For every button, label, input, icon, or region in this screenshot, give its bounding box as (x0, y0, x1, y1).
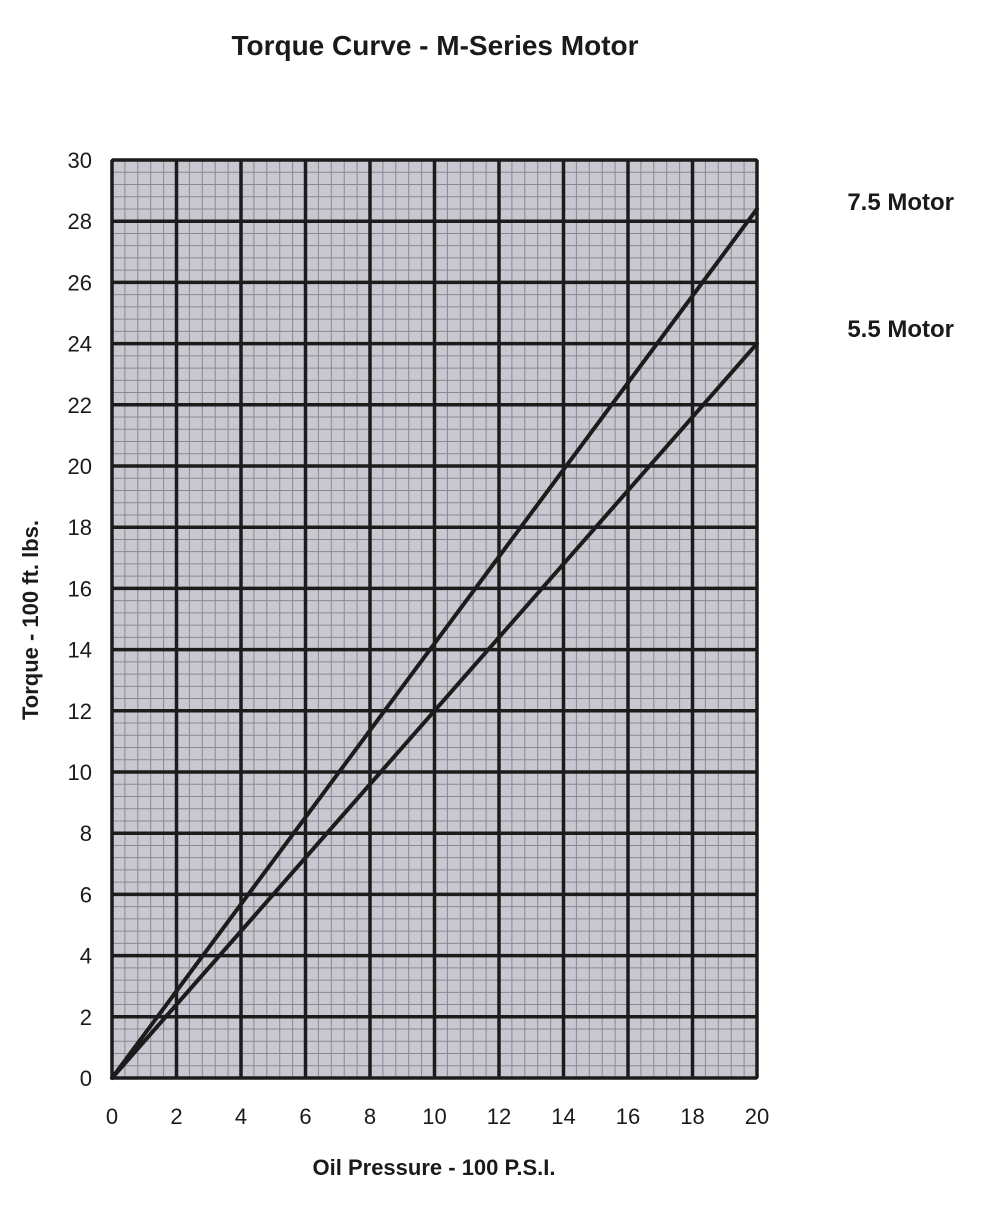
series-label-1: 7.5 Motor (847, 189, 954, 216)
x-tick-label: 10 (422, 1104, 446, 1129)
y-tick-label: 12 (68, 699, 92, 724)
x-tick-label: 4 (235, 1104, 247, 1129)
chart-title: Torque Curve - M-Series Motor (231, 30, 639, 61)
series-label-2: 5.5 Motor (847, 316, 954, 343)
y-tick-label: 10 (68, 760, 92, 785)
series-line-1 (110, 206, 759, 1080)
y-tick-label: 24 (68, 332, 92, 357)
y-tick-label: 6 (80, 882, 92, 907)
y-tick-label: 20 (68, 454, 92, 479)
y-axis-label: Torque - 100 ft. lbs. (18, 520, 43, 720)
y-tick-label: 4 (80, 944, 92, 969)
x-tick-label: 6 (299, 1104, 311, 1129)
y-tick-label: 16 (68, 576, 92, 601)
x-tick-label: 8 (364, 1104, 376, 1129)
x-tick-label: 0 (106, 1104, 118, 1129)
y-tick-label: 14 (68, 638, 92, 663)
y-tick-label: 2 (80, 1005, 92, 1030)
x-tick-label: 16 (616, 1104, 640, 1129)
x-axis-ticks: 0 2 4 6 8 10 12 14 16 18 20 (106, 1104, 769, 1129)
y-tick-label: 18 (68, 515, 92, 540)
y-tick-label: 22 (68, 393, 92, 418)
y-tick-label: 8 (80, 821, 92, 846)
y-tick-label: 26 (68, 270, 92, 295)
series-labels: 7.5 Motor 5.5 Motor (847, 189, 954, 343)
series-lines (110, 206, 759, 1080)
x-tick-label: 18 (680, 1104, 704, 1129)
x-tick-label: 14 (551, 1104, 575, 1129)
y-tick-label: 0 (80, 1066, 92, 1091)
x-axis-label: Oil Pressure - 100 P.S.I. (313, 1155, 556, 1180)
x-tick-label: 20 (745, 1104, 769, 1129)
y-tick-label: 28 (68, 209, 92, 234)
x-tick-label: 12 (487, 1104, 511, 1129)
y-tick-label: 30 (68, 148, 92, 173)
series-line-2 (110, 341, 759, 1080)
plot-border (111, 159, 758, 1079)
x-tick-label: 2 (170, 1104, 182, 1129)
